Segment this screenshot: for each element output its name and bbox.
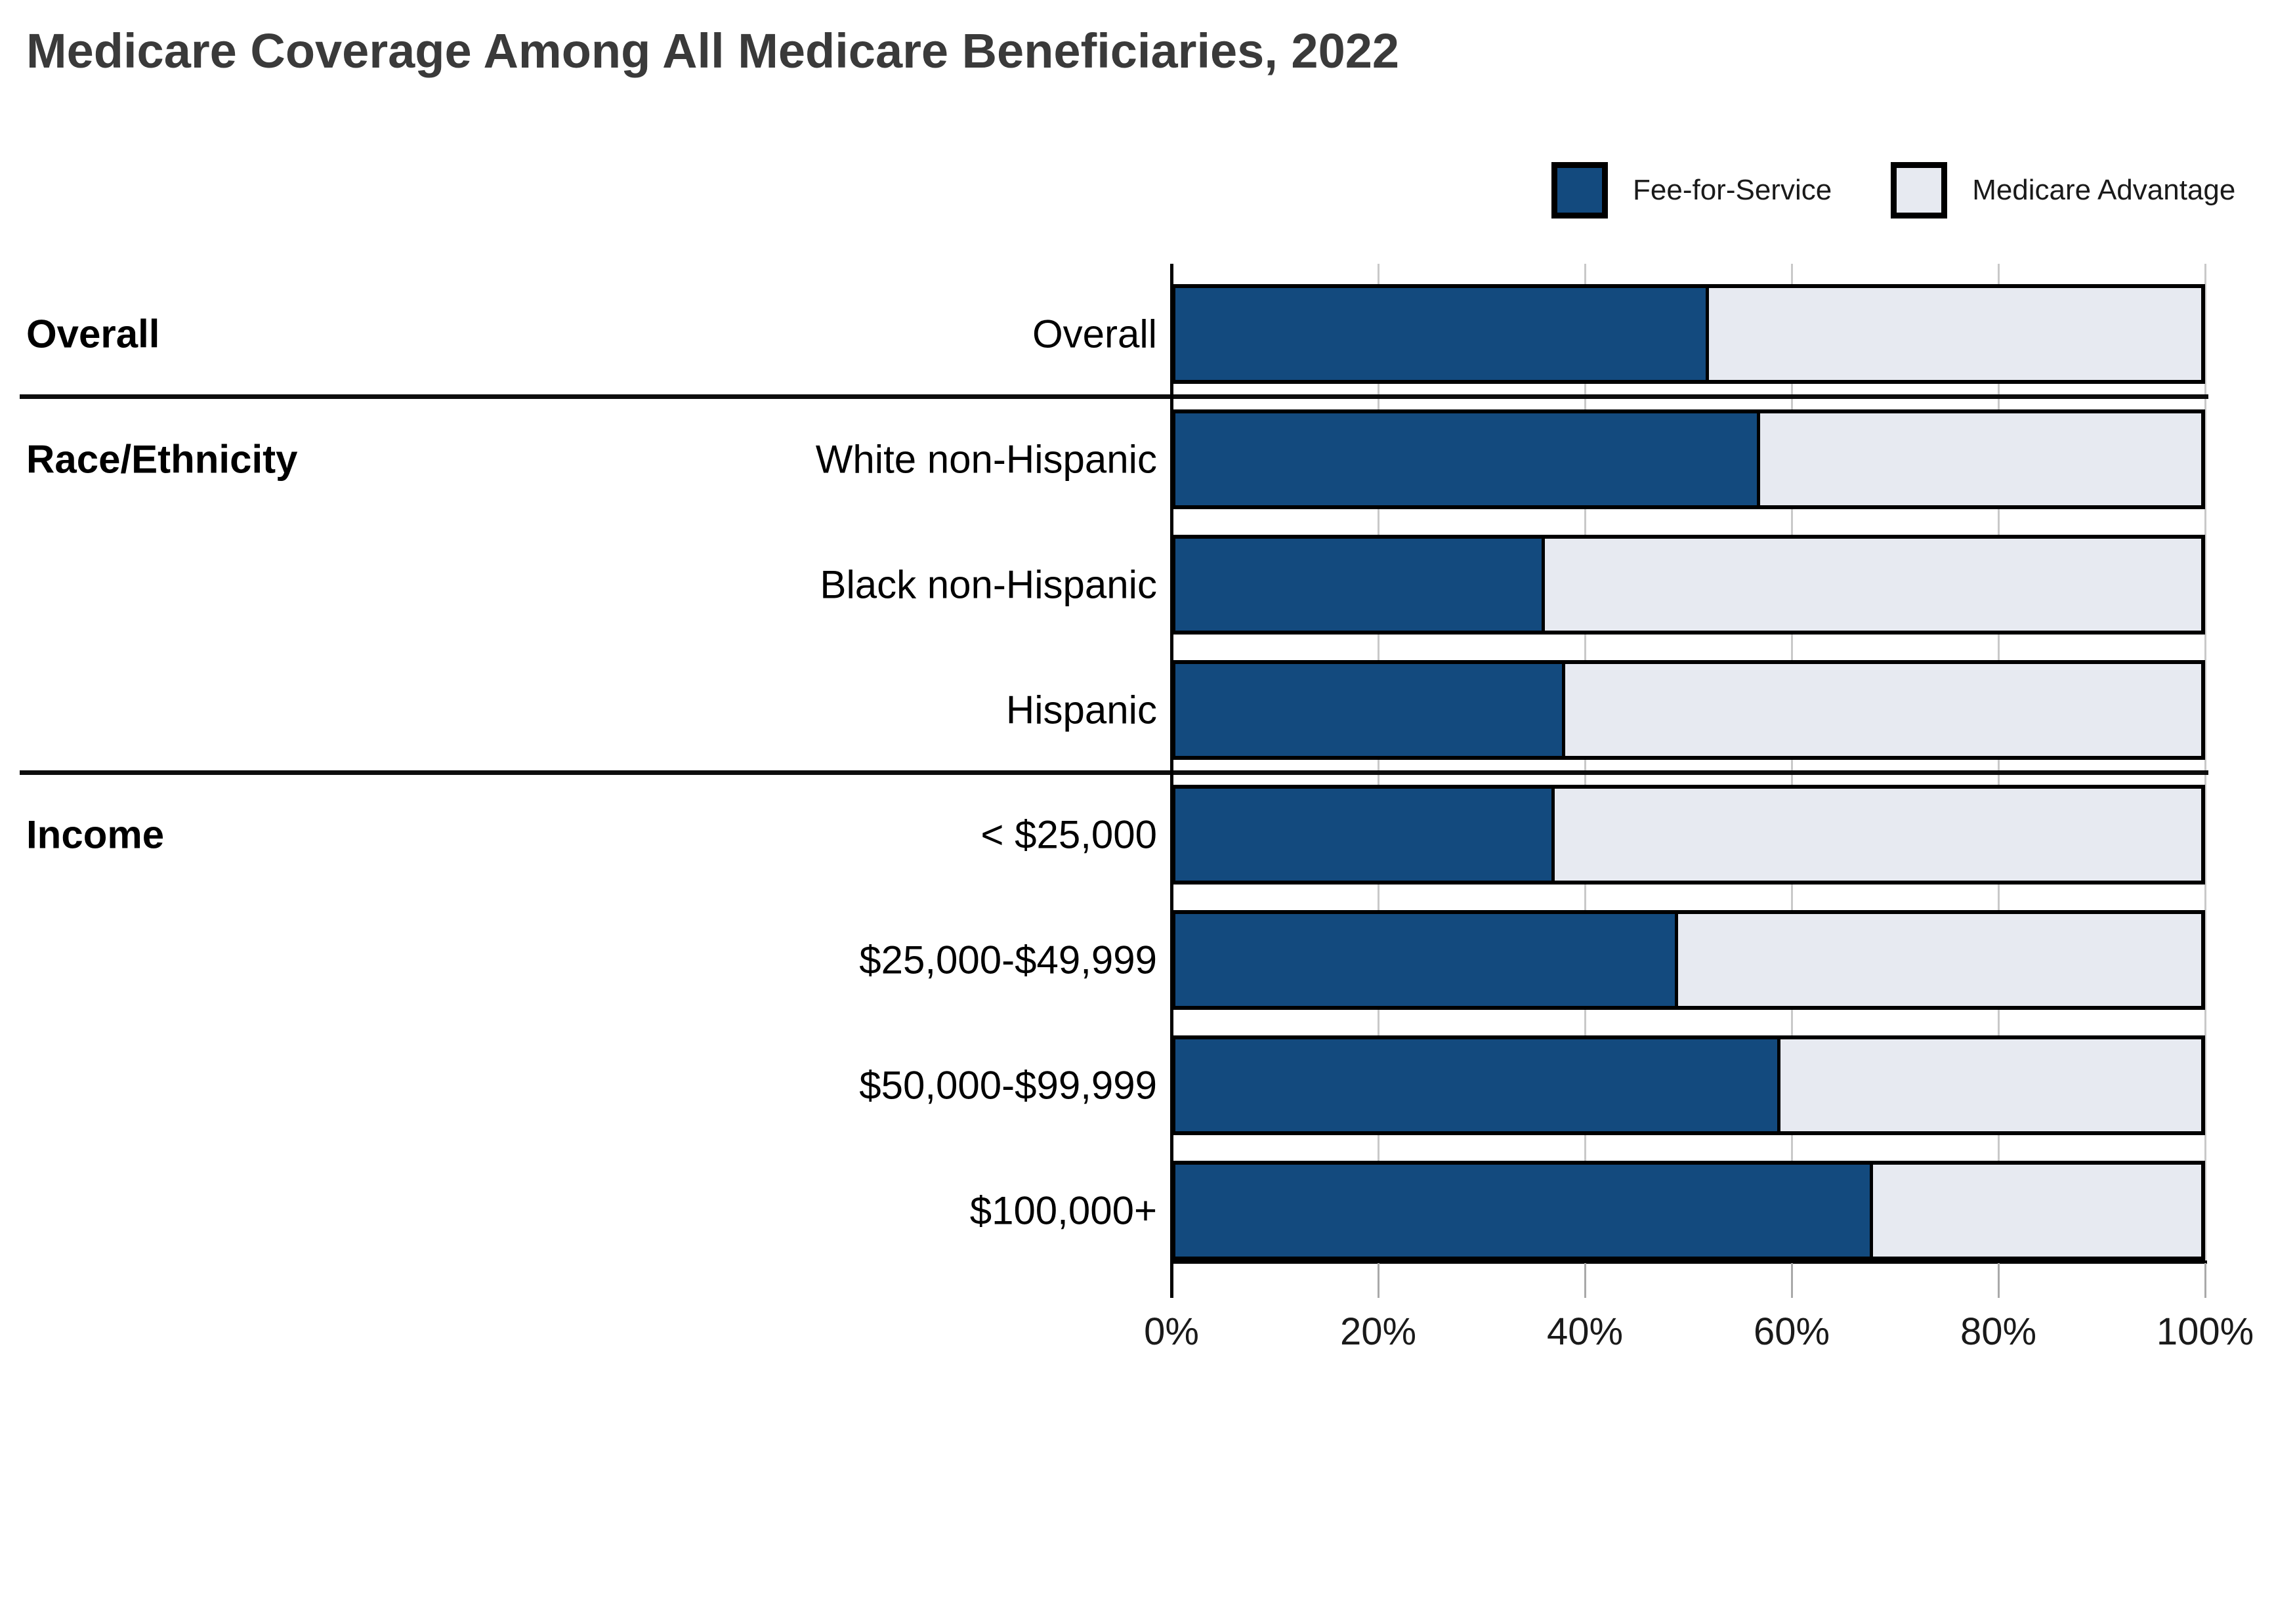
bar-row xyxy=(1171,910,2205,1010)
segment-medicare-advantage xyxy=(1677,914,2201,1006)
segment-medicare-advantage xyxy=(1555,789,2201,881)
bar-row xyxy=(1171,535,2205,635)
bar-row xyxy=(1171,660,2205,760)
chart-title: Medicare Coverage Among All Medicare Ben… xyxy=(26,24,1400,78)
segment-medicare-advantage xyxy=(1780,1039,2201,1131)
bar-row xyxy=(1171,785,2205,885)
segment-medicare-advantage xyxy=(1759,413,2201,505)
axis-tick-label: 20% xyxy=(1339,1310,1417,1353)
y-axis-line xyxy=(1170,264,1173,1298)
segment-fee-for-service xyxy=(1175,539,1545,631)
row-label: Hispanic xyxy=(1005,688,1157,732)
group-label: Race/Ethnicity xyxy=(26,437,298,482)
row-label: $50,000-$99,999 xyxy=(859,1063,1157,1108)
segment-medicare-advantage xyxy=(1708,288,2201,380)
gridline-20 xyxy=(1377,264,1379,1260)
axis-tick-label: 60% xyxy=(1753,1310,1830,1353)
group-label: Overall xyxy=(26,312,160,356)
axis-tick-40 xyxy=(1584,1263,1586,1298)
row-label: Black non-Hispanic xyxy=(820,562,1157,607)
segment-fee-for-service xyxy=(1175,789,1555,881)
axis-tick-label: 100% xyxy=(2156,1310,2254,1353)
row-label: < $25,000 xyxy=(980,812,1157,857)
section-divider xyxy=(20,770,2208,775)
bar-row xyxy=(1171,284,2205,384)
legend-item-fee-for-service: Fee-for-Service xyxy=(1551,162,1832,219)
axis-tick-20 xyxy=(1377,1263,1379,1298)
legend-label-fee-for-service: Fee-for-Service xyxy=(1633,174,1832,206)
gridline-100 xyxy=(2204,264,2206,1260)
gridline-40 xyxy=(1584,264,1586,1260)
axis-tick-label: 0% xyxy=(1144,1310,1199,1353)
segment-medicare-advantage xyxy=(1565,664,2201,756)
axis-tick-100 xyxy=(2204,1263,2206,1298)
group-label: Income xyxy=(26,812,165,857)
legend-label-medicare-advantage: Medicare Advantage xyxy=(1972,174,2236,206)
bar-row xyxy=(1171,409,2205,509)
axis-tick-60 xyxy=(1790,1263,1793,1298)
legend-swatch-medicare-advantage-icon xyxy=(1891,162,1948,219)
bar-row xyxy=(1171,1161,2205,1260)
segment-fee-for-service xyxy=(1175,288,1709,380)
row-label: White non-Hispanic xyxy=(815,437,1157,482)
bar-row xyxy=(1171,1035,2205,1135)
gridline-80 xyxy=(1997,264,2000,1260)
segment-fee-for-service xyxy=(1175,413,1760,505)
segment-fee-for-service xyxy=(1175,914,1678,1006)
axis-tick-label: 40% xyxy=(1546,1310,1624,1353)
legend-swatch-fee-for-service-icon xyxy=(1551,162,1608,219)
segment-fee-for-service xyxy=(1175,1039,1781,1131)
section-divider xyxy=(20,394,2208,399)
row-label: $25,000-$49,999 xyxy=(859,938,1157,982)
row-label: $100,000+ xyxy=(969,1188,1157,1233)
axis-tick-80 xyxy=(1997,1263,2000,1298)
axis-tick-label: 80% xyxy=(1960,1310,2037,1353)
segment-fee-for-service xyxy=(1175,1165,1873,1257)
x-axis-baseline xyxy=(1170,1260,2207,1264)
segment-medicare-advantage xyxy=(1544,539,2201,631)
legend: Fee-for-Service Medicare Advantage xyxy=(1551,162,2235,219)
row-label: Overall xyxy=(1032,312,1157,356)
segment-medicare-advantage xyxy=(1872,1165,2201,1257)
legend-item-medicare-advantage: Medicare Advantage xyxy=(1891,162,2235,219)
segment-fee-for-service xyxy=(1175,664,1565,756)
gridline-60 xyxy=(1790,264,1793,1260)
